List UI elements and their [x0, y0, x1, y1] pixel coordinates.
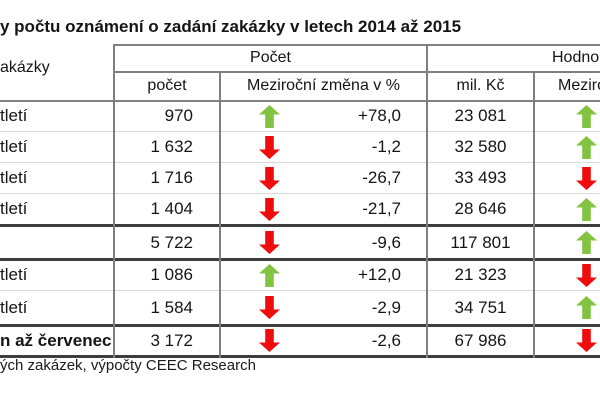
group-header-pocet: Počet [250, 49, 291, 66]
row-separator [0, 193, 600, 194]
pocet-value: 1 632 [150, 137, 193, 156]
row-label: tletí [0, 106, 28, 125]
milkc-value: 33 493 [454, 168, 507, 187]
row-separator [0, 290, 600, 291]
zmena-value: -21,7 [362, 199, 401, 218]
col-header-mil-kc: mil. Kč [456, 77, 505, 94]
col-header-zmena: Meziroční změna v % [247, 77, 400, 94]
page-title: y počtu oznámení o zadání zakázky v lete… [0, 17, 462, 36]
row-separator [0, 162, 600, 163]
col-header-zmena-hodnota: Meziro [558, 77, 600, 94]
milkc-value: 28 646 [454, 199, 507, 218]
trend-down-icon [259, 167, 280, 190]
zmena-value: -9,6 [371, 233, 401, 252]
trend-down-icon [576, 329, 597, 352]
pocet-value: 1 716 [150, 168, 193, 187]
trend-up-icon [259, 264, 280, 287]
milkc-value: 34 751 [454, 298, 507, 317]
table-border [0, 355, 600, 358]
row-label: tletí [0, 298, 28, 317]
milkc-value: 32 580 [454, 137, 507, 156]
zmena-value: +12,0 [357, 265, 401, 284]
table-border [533, 71, 535, 358]
row-label: tletí [0, 199, 28, 218]
table-border [113, 44, 115, 358]
trend-down-icon [259, 198, 280, 221]
trend-up-icon [576, 296, 597, 319]
milkc-value: 117 801 [450, 233, 511, 252]
table-border [426, 44, 428, 358]
table-border [0, 100, 600, 102]
row-label: n až červenec [0, 331, 112, 350]
table-border [0, 258, 600, 261]
trend-up-icon [576, 136, 597, 159]
source-note: ých zakázek, výpočty CEEC Research [0, 357, 256, 374]
pocet-value: 1 584 [150, 298, 193, 317]
trend-up-icon [576, 198, 597, 221]
table-border [0, 324, 600, 327]
row-separator [0, 131, 600, 132]
trend-up-icon [259, 105, 280, 128]
table-border [0, 224, 600, 227]
zmena-value: -2,9 [371, 298, 401, 317]
trend-down-icon [259, 136, 280, 159]
zmena-value: -1,2 [371, 137, 401, 156]
milkc-value: 67 986 [454, 331, 507, 350]
table-border [114, 71, 600, 73]
row-label: tletí [0, 137, 28, 156]
col-header-pocet: počet [147, 77, 187, 94]
zmena-value: +78,0 [357, 106, 401, 125]
zmena-value: -26,7 [362, 168, 401, 187]
pocet-value: 970 [164, 106, 193, 125]
row-label: tletí [0, 265, 28, 284]
trend-down-icon [259, 329, 280, 352]
table-border [219, 71, 221, 358]
row-header-label: akázky [0, 59, 50, 76]
row-label: tletí [0, 168, 28, 187]
milkc-value: 21 323 [454, 265, 507, 284]
trend-down-icon [259, 231, 280, 254]
table-border [114, 44, 600, 46]
row-label [0, 227, 112, 258]
pocet-value: 3 172 [150, 331, 193, 350]
pocet-value: 1 086 [150, 265, 193, 284]
trend-up-icon [576, 231, 597, 254]
group-header-hodnota: Hodno [552, 49, 600, 66]
zmena-value: -2,6 [371, 331, 401, 350]
trend-down-icon [259, 296, 280, 319]
pocet-value: 1 404 [150, 199, 193, 218]
trend-down-icon [576, 167, 597, 190]
trend-up-icon [576, 105, 597, 128]
milkc-value: 23 081 [454, 106, 507, 125]
pocet-value: 5 722 [150, 233, 193, 252]
trend-down-icon [576, 264, 597, 287]
